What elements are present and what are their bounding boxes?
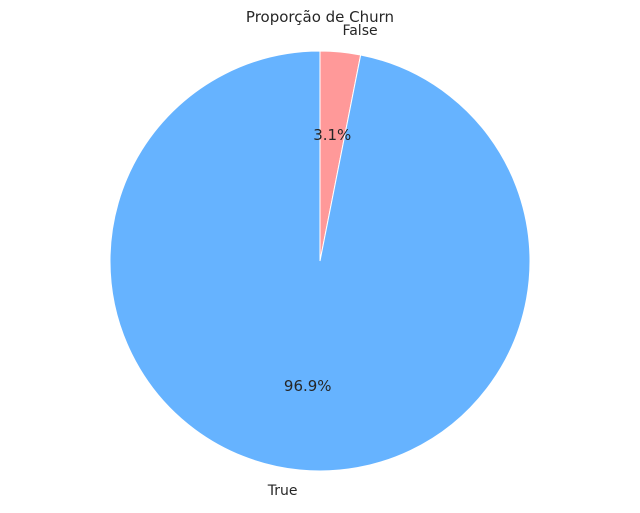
pie-labels: False 3.1% True 96.9%	[267, 23, 378, 499]
slice-pct-true: 96.9%	[284, 377, 332, 395]
chart-title: Proporção de Churn	[246, 8, 394, 26]
slice-label-true: True	[267, 483, 298, 499]
slice-label-false: False	[342, 23, 377, 39]
pie-slices	[109, 50, 531, 472]
pie-slice-true	[109, 50, 531, 472]
slice-pct-false: 3.1%	[313, 126, 351, 144]
